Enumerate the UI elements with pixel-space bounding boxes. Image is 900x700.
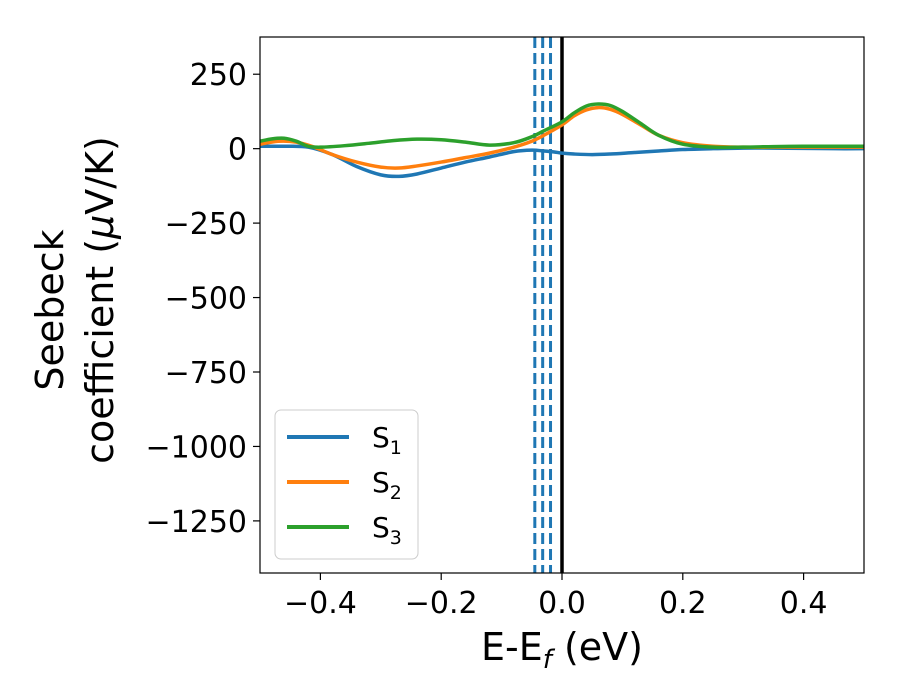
legend-label-s3: S3 <box>372 511 402 549</box>
legend-box <box>274 409 419 560</box>
x-axis: −0.4 −0.2 0.0 0.2 0.4 <box>284 573 827 621</box>
y-axis-title-line2: coefficient (μV/K) <box>78 136 122 464</box>
legend: S1 S2 S3 <box>274 409 419 560</box>
x-tick-label: −0.4 <box>284 586 357 621</box>
y-tick-label: −500 <box>165 282 247 317</box>
y-tick-label: 250 <box>190 58 247 93</box>
y-axis-title: Seebeck coefficient (μV/K) <box>28 136 122 464</box>
x-tick-label: 0.4 <box>780 586 828 621</box>
x-axis-title: E-Ef (eV) <box>481 625 643 675</box>
x-tick-label: 0.2 <box>659 586 707 621</box>
y-tick-label: −1000 <box>146 430 247 465</box>
series-layer <box>260 102 864 179</box>
series-line-s3 <box>260 102 864 150</box>
y-tick-label: −1250 <box>146 505 247 540</box>
y-tick-label: −250 <box>165 207 247 242</box>
legend-label-s2: S2 <box>372 466 402 504</box>
x-tick-label: −0.2 <box>405 586 478 621</box>
y-axis: 250 0 −250 −500 −750 −1000 −1250 <box>146 58 260 540</box>
legend-label-s1: S1 <box>372 421 402 459</box>
y-tick-label: 0 <box>228 133 247 168</box>
y-axis-title-line1: Seebeck <box>28 229 72 390</box>
x-tick-label: 0.0 <box>538 586 586 621</box>
y-tick-label: −750 <box>165 356 247 391</box>
